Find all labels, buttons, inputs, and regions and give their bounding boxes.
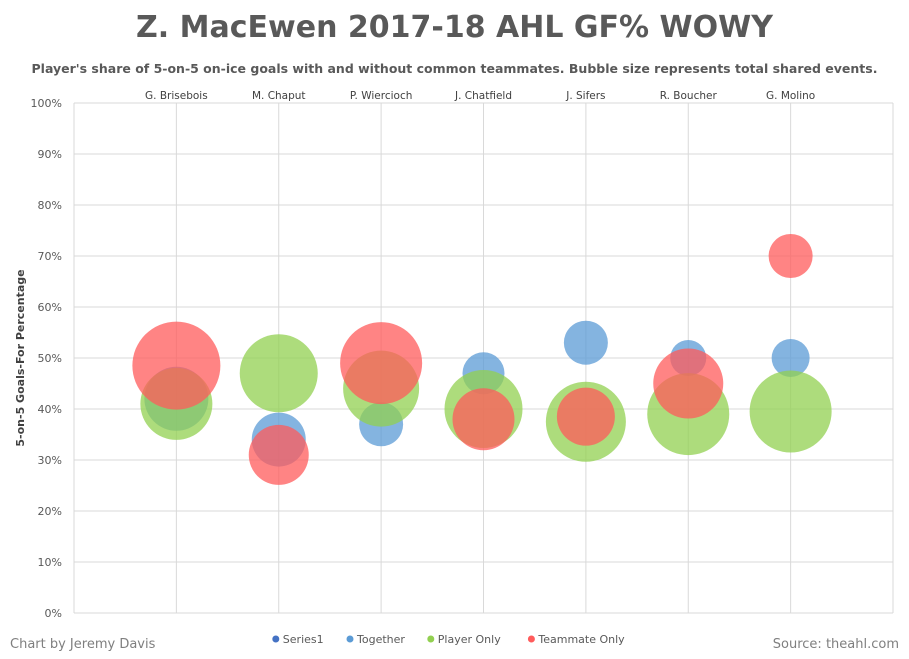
chart-source: Source: theahl.com bbox=[772, 637, 899, 652]
bubble-together bbox=[563, 320, 608, 365]
y-tick-label: 60% bbox=[38, 301, 62, 314]
legend-marker bbox=[527, 635, 535, 643]
y-tick-label: 40% bbox=[38, 403, 62, 416]
category-label: R. Boucher bbox=[660, 90, 718, 102]
bubble-teammate-only bbox=[248, 424, 309, 485]
bubbles bbox=[132, 234, 832, 485]
bubble-player-only bbox=[749, 370, 832, 453]
bubble-teammate-only bbox=[556, 387, 615, 446]
y-tick-label: 70% bbox=[38, 250, 62, 263]
category-label: G. Brisebois bbox=[145, 90, 208, 102]
category-label: G. Molino bbox=[766, 90, 815, 102]
y-tick-label: 50% bbox=[38, 352, 62, 365]
y-axis-label: 5-on-5 Goals-For Percentage bbox=[14, 269, 27, 446]
legend-label: Series1 bbox=[283, 633, 324, 646]
bubble-teammate-only bbox=[132, 321, 221, 410]
legend: Series1 Together Player Only Teammate Only bbox=[272, 633, 625, 646]
chart-credit: Chart by Jeremy Davis bbox=[10, 637, 156, 652]
y-tick-label: 90% bbox=[38, 148, 62, 161]
legend-label: Player Only bbox=[438, 633, 501, 646]
chart-subtitle: Player's share of 5-on-5 on-ice goals wi… bbox=[31, 61, 878, 76]
bubble-teammate-only bbox=[768, 234, 813, 278]
legend-label: Teammate Only bbox=[537, 633, 625, 646]
y-tick-label: 100% bbox=[31, 97, 62, 110]
legend-marker bbox=[346, 635, 354, 643]
legend-marker bbox=[427, 635, 435, 643]
y-tick-label: 20% bbox=[38, 505, 62, 518]
category-label: M. Chaput bbox=[252, 90, 306, 102]
bubble-together bbox=[771, 339, 810, 377]
y-tick-label: 30% bbox=[38, 454, 62, 467]
category-label: J. Sifers bbox=[565, 90, 605, 102]
legend-marker bbox=[272, 635, 280, 643]
bubble-teammate-only bbox=[340, 322, 423, 405]
bubble-teammate-only bbox=[452, 388, 515, 451]
category-labels: G. Brisebois M. Chaput P. Wiercioch J. Chat… bbox=[145, 90, 815, 102]
y-axis-ticks: 0% 10% 20% 30% 40% 50% 60% 70% 80% 90% 100% bbox=[31, 97, 62, 620]
y-tick-label: 80% bbox=[38, 199, 62, 212]
y-tick-label: 0% bbox=[45, 607, 62, 620]
bubble-player-only bbox=[239, 334, 318, 413]
bubble-teammate-only bbox=[653, 348, 724, 419]
y-tick-label: 10% bbox=[38, 556, 62, 569]
chart-title: Z. MacEwen 2017-18 AHL GF% WOWY bbox=[136, 10, 773, 45]
category-label: P. Wiercioch bbox=[350, 90, 413, 102]
category-label: J. Chatfield bbox=[454, 90, 512, 102]
legend-label: Together bbox=[356, 633, 405, 646]
